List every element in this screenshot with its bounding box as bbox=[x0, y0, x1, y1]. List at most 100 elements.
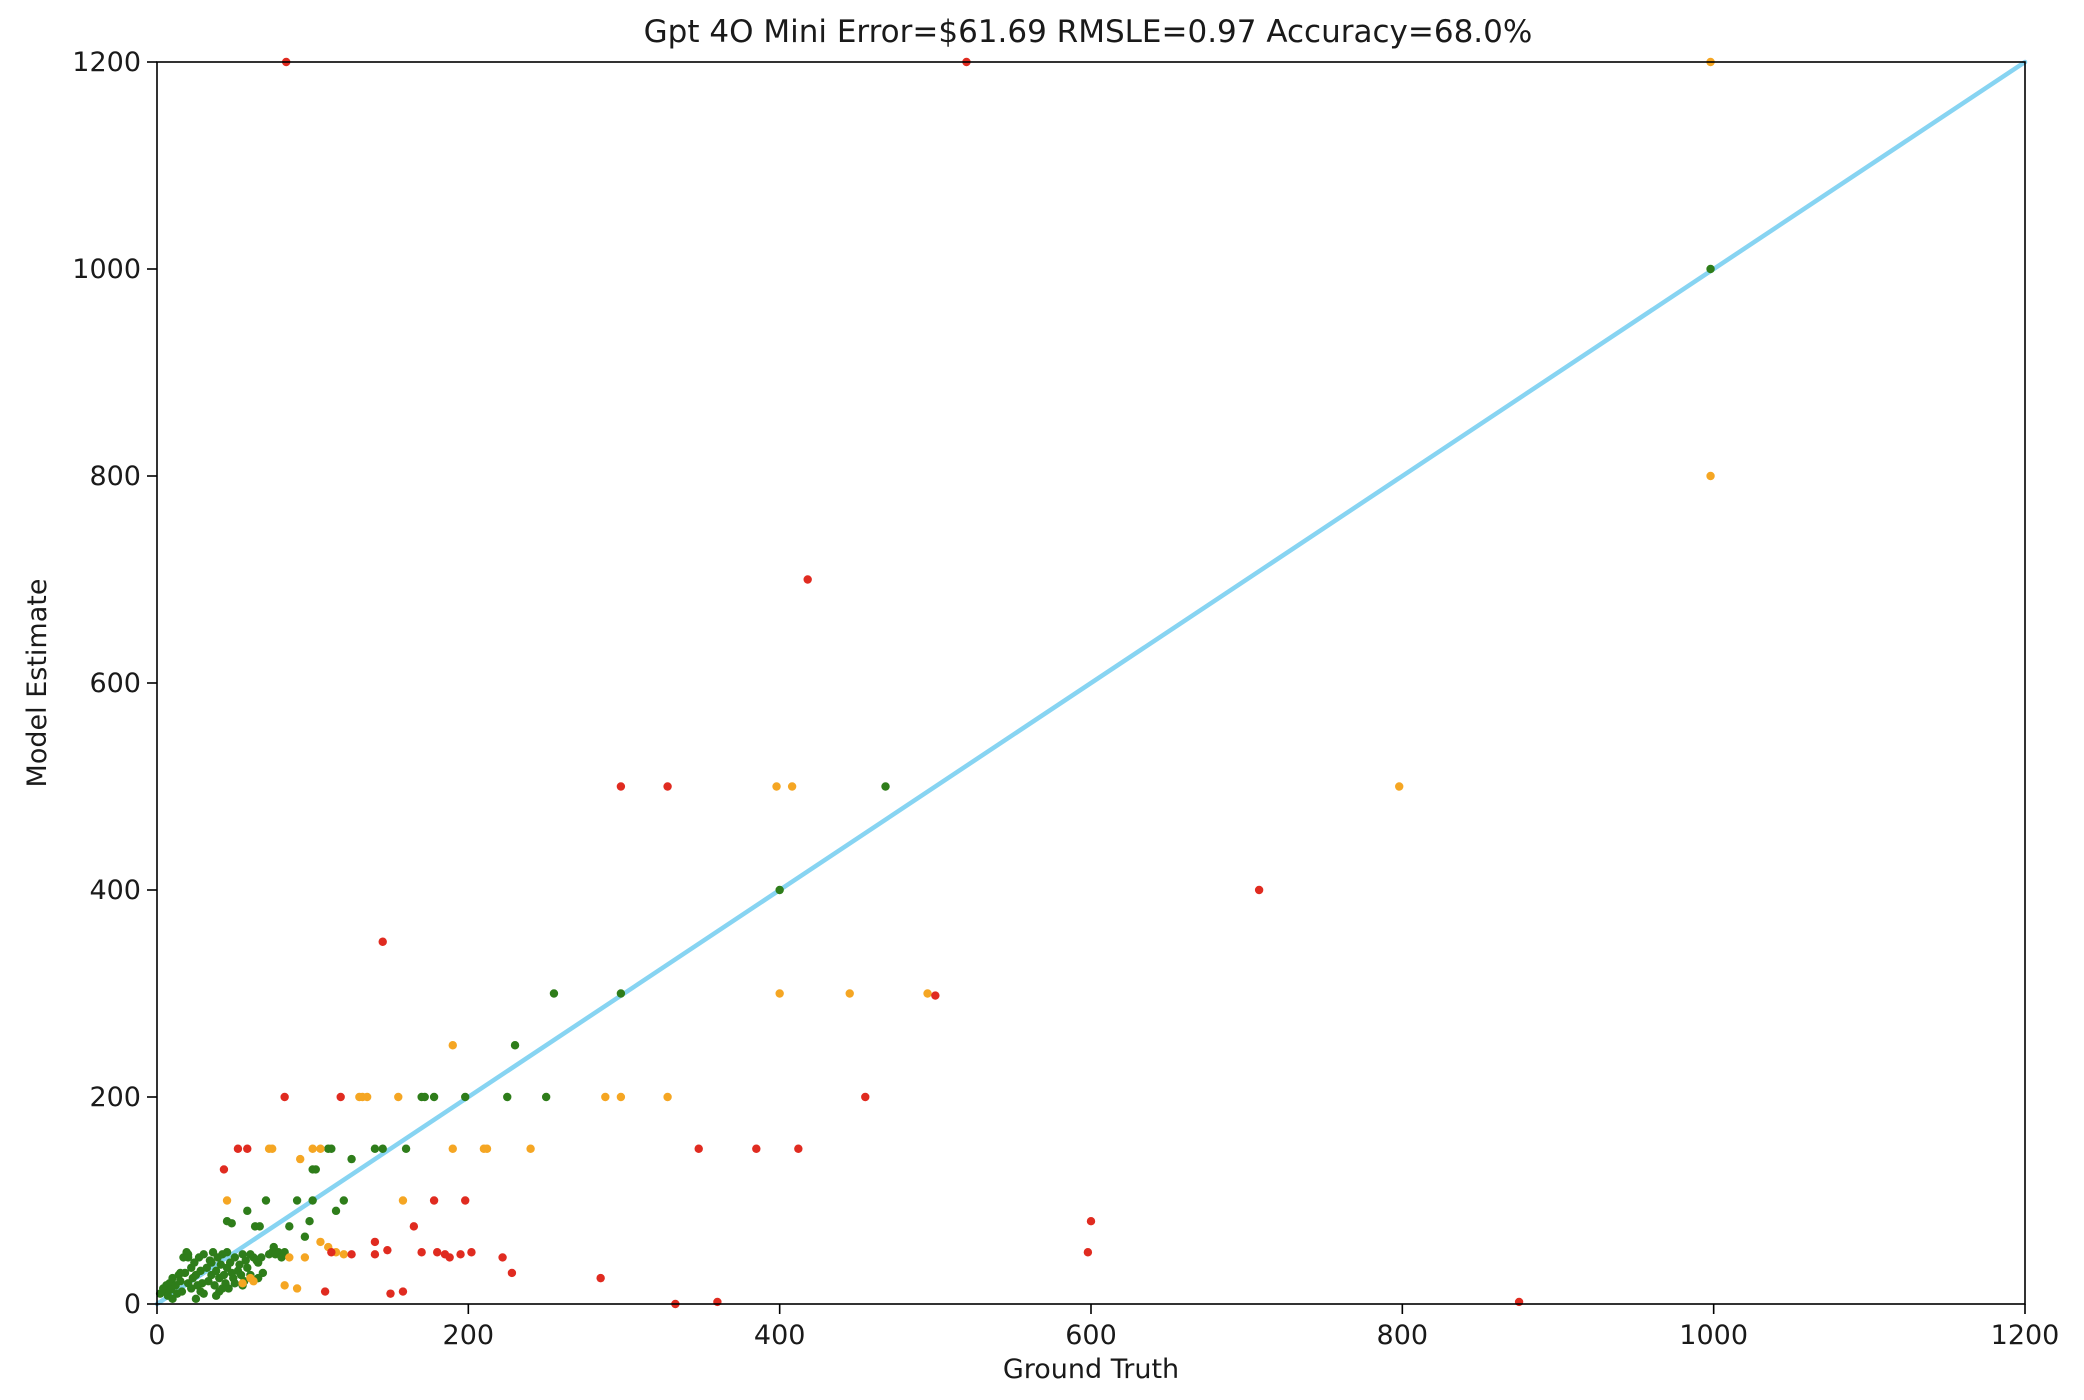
data-point-green bbox=[308, 1196, 317, 1205]
data-point-red bbox=[386, 1289, 395, 1298]
data-point-green bbox=[331, 1206, 341, 1216]
data-point-green bbox=[222, 1248, 232, 1257]
data-point-red bbox=[336, 1092, 345, 1102]
y-tick-label: 600 bbox=[89, 668, 141, 699]
data-point-green bbox=[420, 1092, 429, 1102]
data-point-green bbox=[255, 1222, 264, 1231]
data-point-green bbox=[241, 1256, 250, 1265]
data-point-green bbox=[243, 1263, 252, 1272]
data-point-green bbox=[224, 1284, 233, 1293]
data-point-red bbox=[370, 1250, 380, 1259]
data-point-red bbox=[243, 1144, 252, 1153]
data-point-red bbox=[370, 1237, 380, 1247]
data-point-green bbox=[196, 1287, 205, 1296]
data-point-green bbox=[257, 1253, 266, 1262]
y-tick-label: 400 bbox=[89, 875, 141, 906]
data-point-green bbox=[311, 1165, 320, 1174]
data-point-orange bbox=[845, 989, 854, 998]
data-point-orange bbox=[285, 1253, 294, 1262]
data-point-green bbox=[378, 1144, 387, 1153]
y-tick-label: 1000 bbox=[72, 254, 141, 285]
data-point-red bbox=[507, 1268, 517, 1278]
data-point-red bbox=[429, 1196, 439, 1205]
data-point-orange bbox=[249, 1277, 258, 1286]
data-point-orange bbox=[526, 1144, 535, 1153]
data-point-green bbox=[238, 1250, 247, 1259]
data-point-green bbox=[881, 782, 890, 791]
data-point-green bbox=[261, 1196, 271, 1205]
data-point-green bbox=[300, 1232, 310, 1241]
data-point-green bbox=[230, 1253, 240, 1262]
y-tick-label: 0 bbox=[124, 1289, 141, 1320]
data-point-orange bbox=[772, 782, 781, 791]
x-tick-label: 800 bbox=[1377, 1320, 1429, 1351]
data-point-green bbox=[191, 1294, 201, 1304]
data-point-green bbox=[199, 1250, 208, 1259]
data-point-green bbox=[219, 1270, 229, 1280]
data-point-green bbox=[549, 989, 559, 998]
data-point-orange bbox=[448, 1041, 457, 1050]
y-axis: 0 200 400 600 800 1000 1200 bbox=[72, 47, 157, 1320]
data-point-red bbox=[467, 1248, 476, 1257]
data-point-green bbox=[243, 1206, 252, 1216]
data-point-red bbox=[398, 1287, 408, 1296]
x-axis: 0 200 400 600 800 1000 1200 bbox=[148, 1304, 2059, 1351]
data-point-green bbox=[1706, 264, 1715, 274]
data-point-orange bbox=[601, 1092, 610, 1102]
data-point-green bbox=[327, 1144, 336, 1153]
y-tick-label: 1200 bbox=[72, 47, 141, 78]
data-point-green bbox=[775, 885, 784, 895]
data-point-orange bbox=[292, 1284, 302, 1293]
x-tick-label: 1200 bbox=[1991, 1320, 2060, 1351]
data-point-green bbox=[177, 1287, 187, 1296]
data-point-green bbox=[292, 1196, 302, 1205]
data-point-orange bbox=[308, 1144, 317, 1153]
data-point-green bbox=[216, 1260, 226, 1269]
data-point-green bbox=[204, 1277, 213, 1286]
data-point-red bbox=[752, 1144, 761, 1153]
data-point-red bbox=[445, 1253, 454, 1262]
data-point-green bbox=[211, 1291, 221, 1300]
data-point-green bbox=[187, 1284, 196, 1293]
data-point-red bbox=[1254, 885, 1264, 895]
x-tick-label: 600 bbox=[1065, 1320, 1117, 1351]
data-point-red bbox=[1514, 1297, 1524, 1307]
data-point-green bbox=[503, 1092, 512, 1102]
y-tick-label: 200 bbox=[89, 1082, 141, 1113]
data-point-orange bbox=[482, 1144, 492, 1153]
data-point-green bbox=[211, 1266, 221, 1276]
data-point-red bbox=[378, 937, 387, 946]
data-point-green bbox=[339, 1196, 348, 1205]
data-point-orange bbox=[787, 782, 797, 791]
data-point-orange bbox=[280, 1281, 289, 1290]
data-point-green bbox=[176, 1277, 185, 1286]
data-point-red bbox=[347, 1250, 356, 1259]
data-point-green bbox=[269, 1242, 278, 1252]
data-point-green bbox=[207, 1258, 216, 1267]
data-point-green bbox=[510, 1041, 520, 1050]
data-point-green bbox=[370, 1144, 380, 1153]
data-point-green bbox=[218, 1284, 227, 1293]
data-point-red bbox=[233, 1144, 243, 1153]
data-point-green bbox=[305, 1217, 314, 1226]
data-point-orange bbox=[267, 1144, 277, 1153]
data-point-orange bbox=[616, 1092, 626, 1102]
data-point-red bbox=[931, 991, 940, 1000]
data-point-green bbox=[168, 1273, 177, 1283]
data-point-green bbox=[616, 989, 626, 998]
data-point-green bbox=[230, 1279, 240, 1288]
data-point-green bbox=[236, 1270, 246, 1280]
data-point-orange bbox=[663, 1092, 672, 1102]
data-point-orange bbox=[300, 1253, 310, 1262]
data-point-red bbox=[320, 1287, 330, 1296]
data-point-red bbox=[794, 1144, 803, 1153]
data-point-green bbox=[176, 1268, 185, 1278]
data-point-red bbox=[1083, 1248, 1093, 1257]
data-point-green bbox=[196, 1266, 205, 1276]
data-point-red bbox=[694, 1144, 703, 1153]
data-point-green bbox=[347, 1154, 356, 1164]
data-point-orange bbox=[238, 1279, 247, 1288]
data-point-orange bbox=[362, 1092, 372, 1102]
data-point-red bbox=[498, 1253, 507, 1262]
